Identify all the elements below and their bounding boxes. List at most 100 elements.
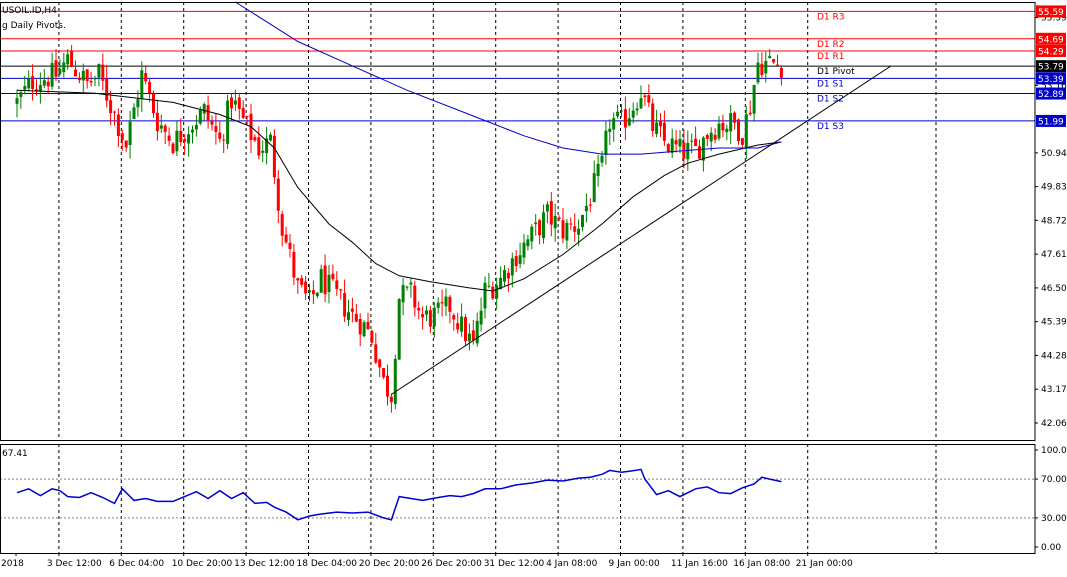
time-tick-label: 3 Dec 12:00 [47,559,102,569]
price-tag [1036,32,1066,45]
candle-body [66,54,70,65]
candle-body [218,132,222,139]
candle-body [288,242,292,250]
candle-body [74,69,77,77]
moving-averages [16,1,782,292]
candle-body [616,111,620,117]
price-tag-label: 54.69 [1038,35,1064,45]
candle-body [300,278,304,285]
candle-body [38,85,42,92]
candle-body [604,130,608,155]
price-tick-label: 44.28 [1041,351,1067,361]
candle-body [159,125,163,129]
candle-body [448,296,452,312]
candle-body [698,146,701,159]
candle-body [89,80,93,83]
price-tick-label: 45.39 [1041,318,1067,328]
grid-lines [58,2,937,553]
candle-body [592,173,596,203]
time-tick-label: 4 Jan 08:00 [546,559,598,569]
candle-body [335,280,339,289]
candle-body [132,107,136,120]
candle-body [620,110,623,112]
candle-body [432,307,436,327]
candle-body [421,314,425,318]
rsi-subwindow[interactable] [0,468,1035,521]
candle-body [308,290,311,293]
price-tag [1036,60,1066,73]
price-tag [1036,44,1066,57]
candle-body [565,222,569,241]
candle-body [85,69,89,82]
candle-body [569,223,573,225]
candle-body [487,285,491,287]
candle-body [253,137,257,141]
trendline-group[interactable] [391,65,891,395]
candle-body [651,103,655,132]
candle-body [191,129,194,133]
candle-body [690,140,694,142]
pivot-lines [0,10,1035,122]
candle-body [31,76,35,90]
candle-body [666,144,670,152]
candle-body [655,122,659,134]
candle-body [542,212,545,238]
candle-body [612,118,616,130]
candle-body [573,226,577,232]
candle-body [120,133,124,141]
candle-body [510,258,514,276]
ma-fast-line [16,89,782,292]
candle-body [347,312,350,320]
price-tick-label: 43.17 [1041,385,1067,395]
time-tick-label: 6 Dec 04:00 [109,559,164,569]
candle-body [705,134,709,139]
candle-body [93,78,97,80]
candle-body [366,321,370,330]
candle-body [635,108,639,111]
candle-body [401,285,405,303]
candle-body [128,121,132,145]
rsi-value-label: 67.41 [2,449,28,459]
price-tag-label: 51.99 [1038,117,1064,127]
candle-body [694,138,698,147]
candle-body [116,114,120,136]
rsi-tick-label: 100.00 [1041,446,1067,456]
candle-body [725,128,729,133]
ascending-trendline[interactable] [391,65,891,395]
candle-body [557,217,561,220]
candle-body [109,100,113,114]
candle-body [631,110,635,118]
candle-body [534,222,538,225]
candle-body [311,290,315,295]
candle-body [261,150,265,153]
candle-body [428,310,432,327]
price-tag [1036,5,1066,18]
candle-body [709,132,713,142]
time-tick-label: 9 Jan 00:00 [609,559,661,569]
candle-body [581,214,584,228]
candle-body [27,78,31,89]
candle-body [276,178,280,211]
price-tick-label: 42.06 [1041,419,1067,429]
candle-body [241,107,245,118]
candle-body [42,80,46,86]
candle-body [530,226,534,242]
candle-body [760,63,764,76]
time-tick-label: 13 Dec 12:00 [234,559,295,569]
candle-body [370,330,374,343]
candle-body [647,95,651,103]
pivot-label-d1-pivot: D1 Pivot [817,67,855,77]
candle-body [717,123,721,139]
ma-slow-line [235,1,782,155]
candle-body [425,310,428,315]
candle-body [686,142,690,160]
candle-body [226,100,230,144]
candle-body [46,81,50,87]
candle-body [405,286,409,288]
candle-body [222,139,226,141]
candle-body [417,307,421,311]
candle-body [269,134,272,141]
candle-body [233,100,237,105]
